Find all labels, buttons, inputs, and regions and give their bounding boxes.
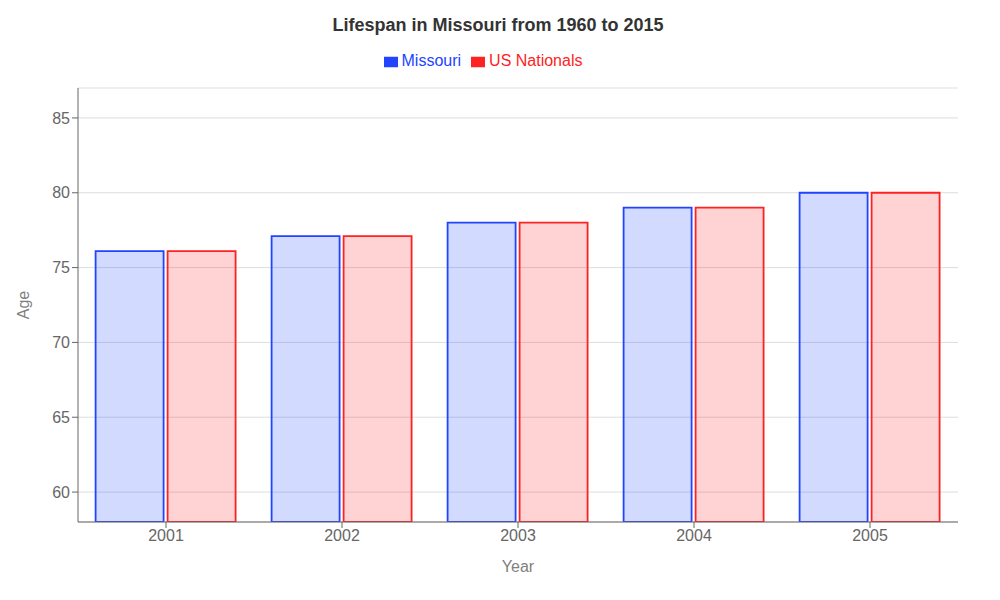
svg-text:70: 70	[52, 334, 70, 351]
svg-text:85: 85	[52, 110, 70, 127]
html-text:Lifespan in Missouri from 1960: Lifespan in Missouri from 1960 to 2015	[332, 15, 664, 35]
svg-text:80: 80	[52, 184, 70, 201]
svg-text:2003: 2003	[500, 527, 536, 544]
svg-text:Year: Year	[502, 558, 535, 575]
html-text:Missouri: Missouri	[401, 52, 462, 69]
html-text:US Nationals: US Nationals	[489, 52, 583, 69]
svg-text:65: 65	[52, 409, 70, 426]
svg-text:2001: 2001	[148, 527, 184, 544]
svg-text:2002: 2002	[324, 527, 360, 544]
svg-text:60: 60	[52, 484, 70, 501]
svg-text:Age: Age	[15, 291, 32, 320]
svg-text:2005: 2005	[852, 527, 888, 544]
svg-text:75: 75	[52, 259, 70, 276]
svg-text:2004: 2004	[676, 527, 712, 544]
